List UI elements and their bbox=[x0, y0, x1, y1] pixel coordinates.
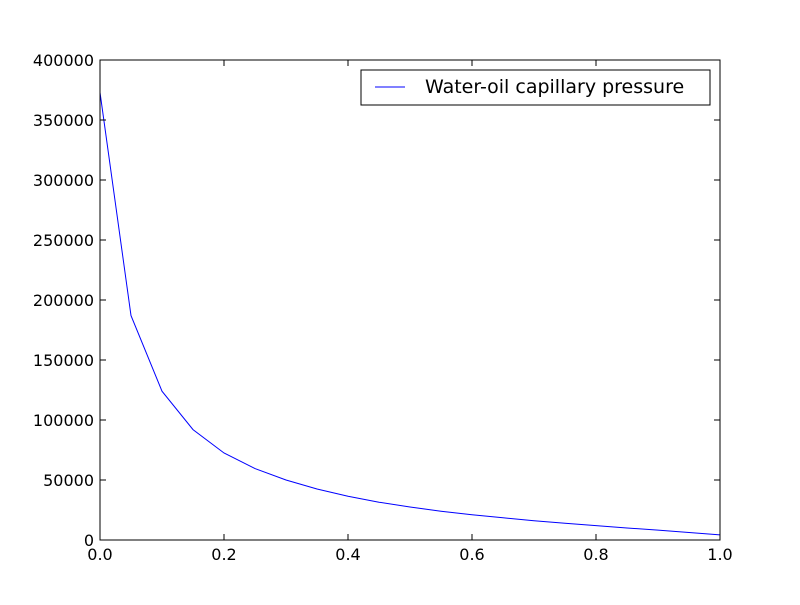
x-tick-label: 0.4 bbox=[335, 545, 360, 564]
x-tick-label: 0.2 bbox=[211, 545, 236, 564]
legend-label: Water-oil capillary pressure bbox=[425, 76, 684, 98]
plot-background bbox=[100, 60, 720, 540]
y-tick-label: 250000 bbox=[33, 231, 94, 250]
y-tick-label: 100000 bbox=[33, 411, 94, 430]
y-tick-label: 400000 bbox=[33, 51, 94, 70]
ticks-layer: 0.0 0.2 0.4 0.6 0.8 1.0 0 50000 100000 150000 2000… bbox=[33, 51, 733, 564]
series-line-water-oil-capillary-pressure bbox=[99, 92, 721, 536]
y-tick-label: 350000 bbox=[33, 111, 94, 130]
x-tick-label: 1.0 bbox=[707, 545, 732, 564]
legend: Water-oil capillary pressure bbox=[360, 69, 711, 106]
legend-box bbox=[360, 69, 711, 106]
y-tick-label: 50000 bbox=[43, 471, 94, 490]
y-tick-label: 300000 bbox=[33, 171, 94, 190]
x-tick-label: 0.0 bbox=[87, 545, 112, 564]
plot-frame bbox=[99, 59, 721, 541]
series-layer bbox=[99, 92, 721, 536]
x-tick-label: 0.6 bbox=[459, 545, 484, 564]
y-tick-label: 200000 bbox=[33, 291, 94, 310]
x-tick-label: 0.8 bbox=[583, 545, 608, 564]
y-tick-label: 150000 bbox=[33, 351, 94, 370]
y-tick-label: 0 bbox=[84, 531, 94, 550]
